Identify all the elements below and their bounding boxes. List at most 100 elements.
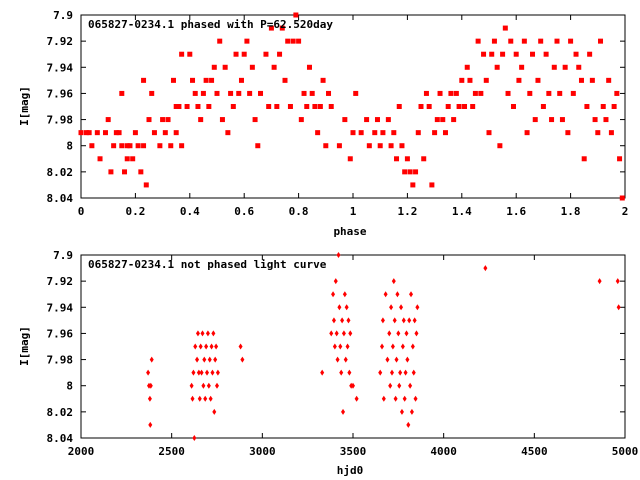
data-point [347, 156, 353, 162]
data-point [217, 38, 223, 44]
data-point [83, 130, 89, 136]
data-point [513, 51, 519, 57]
data-point [519, 64, 525, 70]
data-point [389, 369, 394, 376]
data-point [404, 330, 409, 337]
phased-y-tick-label: 8.02 [47, 166, 74, 179]
data-point [346, 317, 351, 324]
data-point [342, 117, 348, 123]
data-point [240, 356, 245, 363]
data-point [213, 356, 218, 363]
data-point [146, 117, 152, 123]
data-point [387, 330, 392, 337]
data-point [472, 90, 478, 96]
data-point [209, 343, 214, 350]
phased-x-axis-label: phase [333, 225, 366, 238]
data-point [241, 51, 247, 57]
data-point [573, 51, 579, 57]
data-point [215, 382, 219, 389]
data-point [214, 343, 219, 350]
unphased-y-tick-label: 7.98 [47, 354, 74, 367]
data-point [336, 252, 341, 258]
data-point [122, 169, 128, 175]
data-point [102, 130, 108, 136]
data-point [266, 104, 272, 109]
data-point [399, 304, 404, 311]
data-point [203, 395, 208, 402]
data-point [337, 304, 342, 311]
data-point [415, 130, 421, 136]
data-point [617, 156, 623, 162]
data-point [211, 330, 216, 337]
data-point [398, 369, 403, 376]
data-point [410, 182, 416, 188]
unphased-x-tick-label: 4500 [521, 445, 548, 458]
data-point [170, 77, 176, 83]
data-point [149, 356, 154, 363]
data-point [214, 90, 220, 96]
data-point [132, 130, 138, 136]
data-point [568, 38, 574, 44]
phased-x-tick-label: 2 [622, 205, 629, 218]
data-point [333, 278, 338, 285]
data-point [396, 104, 402, 109]
data-point [491, 38, 497, 44]
data-point [332, 343, 337, 350]
phased-y-tick-label: 7.98 [47, 114, 74, 127]
data-point [149, 90, 155, 96]
data-point [411, 369, 416, 376]
data-point [187, 51, 193, 57]
unphased-x-tick-label: 5000 [612, 445, 639, 458]
data-point [508, 38, 514, 44]
data-point [202, 356, 207, 363]
data-point [392, 317, 397, 324]
data-point [459, 77, 465, 83]
data-point [135, 143, 141, 149]
data-point [554, 38, 560, 44]
data-point [138, 169, 144, 175]
data-point [527, 90, 533, 96]
data-point [453, 90, 459, 96]
data-point [592, 117, 598, 123]
data-point [200, 90, 206, 96]
unphased-y-tick-label: 8.02 [47, 406, 74, 419]
data-point [198, 343, 203, 350]
data-point [192, 90, 198, 96]
data-point [258, 90, 264, 96]
data-point [399, 143, 405, 149]
data-point [329, 330, 334, 337]
data-point [204, 343, 209, 350]
unphased-y-tick-label: 7.9 [53, 249, 73, 262]
data-point [338, 343, 343, 350]
data-point [179, 143, 185, 149]
data-point [483, 77, 489, 83]
data-point [578, 77, 584, 83]
data-point [448, 90, 454, 96]
unphased-y-tick-label: 7.94 [47, 301, 74, 314]
data-point [557, 90, 563, 96]
data-point [113, 130, 119, 136]
phased-data-points [78, 12, 625, 201]
data-point [189, 382, 194, 389]
data-point [147, 395, 152, 402]
data-point [320, 369, 325, 376]
data-point [252, 117, 258, 123]
data-point [195, 356, 200, 363]
data-point [396, 330, 401, 337]
data-point [412, 317, 417, 324]
phased-x-tick-label: 0.2 [125, 205, 145, 218]
data-point [141, 143, 147, 149]
data-point [395, 291, 400, 298]
data-point [124, 143, 130, 149]
data-point [380, 317, 385, 324]
unphased-y-tick-label: 7.96 [47, 327, 74, 340]
data-point [364, 117, 370, 123]
data-point [562, 64, 568, 70]
data-point [595, 130, 601, 136]
data-point [255, 143, 261, 149]
data-point [603, 117, 609, 123]
data-point [584, 104, 590, 109]
phased-x-tick-label: 1.6 [506, 205, 526, 218]
